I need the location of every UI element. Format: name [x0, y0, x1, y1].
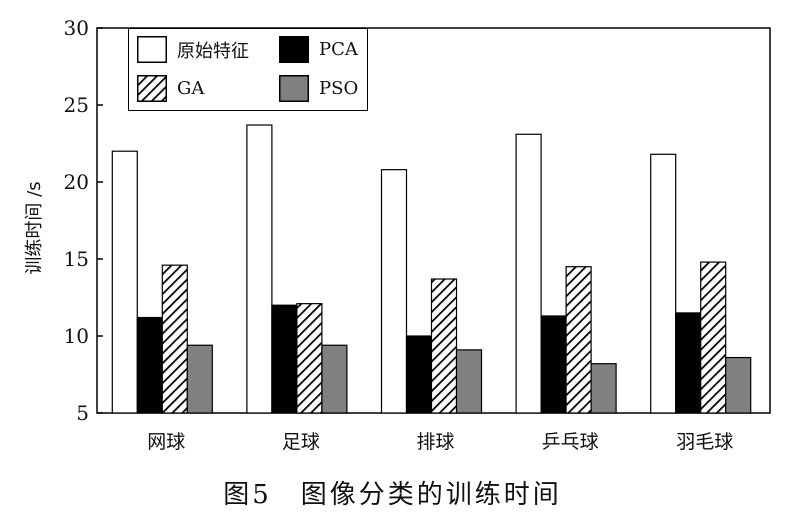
- legend-item: GA: [137, 75, 204, 102]
- bar-3-3: [430, 278, 458, 414]
- x-category-label: 乒乓球: [542, 431, 599, 453]
- bar-3-1: [161, 264, 188, 414]
- bar-3-2: [296, 303, 323, 414]
- bar-3-5: [700, 261, 727, 414]
- bar-1-3: [380, 169, 408, 414]
- bar-2-3: [405, 335, 433, 414]
- bar-1-5: [650, 153, 677, 414]
- y-tick-label: 5: [76, 401, 89, 425]
- x-category-label: 排球: [416, 431, 454, 453]
- figure-caption: 图5 图像分类的训练时间: [223, 480, 562, 510]
- legend-swatch: [279, 36, 309, 63]
- bar-chart: 5 10 15 20 25 30 网球 足球 排球 乒乓球 羽毛球 训练时间 /s: [24, 16, 771, 453]
- x-category-label: 网球: [147, 431, 185, 453]
- legend-label: PSO: [319, 78, 359, 99]
- bar-4-3: [455, 349, 483, 414]
- legend-swatch: [137, 36, 167, 63]
- bar-2-2: [271, 304, 298, 414]
- bar-3-4: [565, 266, 592, 414]
- bar-2-5: [675, 312, 702, 414]
- bar-4-4: [590, 363, 617, 414]
- legend-item: PSO: [279, 75, 358, 102]
- legend-swatch: [279, 75, 309, 102]
- bar-4-5: [725, 356, 752, 414]
- bar-1-4: [515, 133, 542, 414]
- y-tick-label: 20: [64, 170, 89, 194]
- y-tick-label: 10: [64, 324, 89, 348]
- legend: 原始特征 PCA GA PSO: [128, 28, 368, 111]
- bar-4-2: [321, 344, 348, 414]
- y-tick-label: 25: [64, 93, 89, 117]
- bar-1-2: [246, 124, 273, 414]
- y-tick-label: 15: [64, 247, 89, 271]
- y-axis-label: 训练时间 /s: [24, 181, 45, 274]
- legend-item: PCA: [279, 36, 358, 63]
- legend-item: 原始特征: [137, 36, 249, 63]
- x-category-label: 足球: [282, 431, 320, 453]
- bar-4-1: [186, 344, 213, 414]
- bar-2-4: [540, 315, 567, 414]
- legend-label: PCA: [319, 39, 358, 60]
- bar-1-1: [111, 150, 138, 414]
- legend-label: 原始特征: [177, 40, 249, 62]
- y-tick-label: 30: [64, 16, 89, 40]
- legend-swatch: [137, 75, 167, 102]
- x-category-label: 羽毛球: [676, 431, 733, 453]
- legend-label: GA: [177, 78, 205, 99]
- bar-2-1: [136, 316, 163, 414]
